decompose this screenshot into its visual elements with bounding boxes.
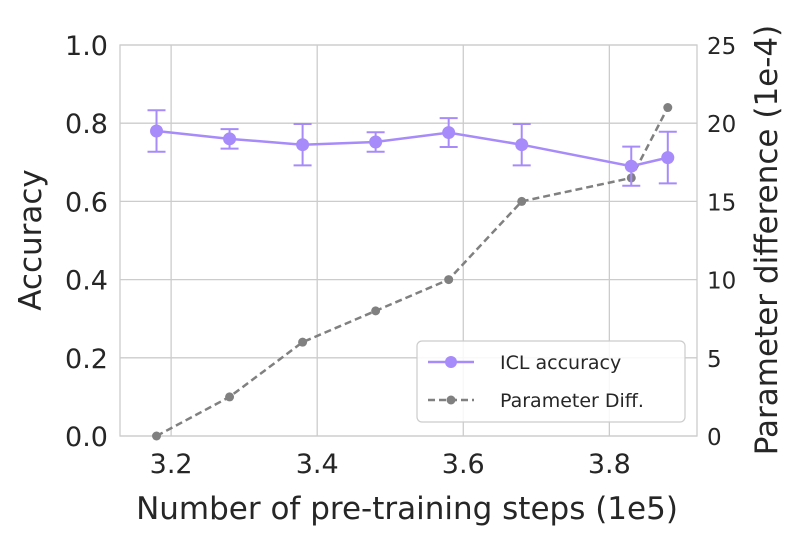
icl-accuracy-point (624, 159, 638, 173)
x-tick-label: 3.2 (150, 449, 193, 480)
icl-accuracy-point (296, 138, 310, 152)
parameter-diff-point (298, 337, 308, 347)
parameter-diff-point (444, 275, 454, 285)
right-y-tick-label: 5 (707, 347, 722, 373)
icl-accuracy-point (150, 124, 164, 138)
left-y-tick-label: 0.4 (65, 266, 108, 297)
left-y-tick-label: 0.2 (65, 344, 108, 375)
parameter-diff-point (371, 306, 381, 316)
x-tick-label: 3.4 (296, 449, 339, 480)
parameter-diff-point (152, 431, 162, 441)
parameter-diff-point (517, 196, 527, 206)
left-y-axis-label: Accuracy (13, 169, 49, 311)
right-y-tick-label: 25 (707, 34, 736, 60)
left-y-tick-label: 0.0 (65, 422, 108, 453)
icl-accuracy-point (661, 151, 675, 165)
right-y-tick-label: 0 (707, 425, 722, 451)
legend-box (416, 340, 686, 423)
icl-accuracy-line (156, 129, 669, 168)
x-tick-label: 3.8 (588, 449, 631, 480)
plot-frame (119, 44, 698, 437)
left-y-tick-label: 1.0 (65, 31, 108, 62)
legend-label-parameter-diff: Parameter Diff. (500, 390, 644, 412)
icl-accuracy-point (515, 138, 529, 152)
x-tick-label: 3.6 (442, 449, 485, 480)
parameter-diff-point (225, 392, 235, 402)
parameter-diff-line (155, 106, 669, 438)
x-axis-label: Number of pre-training steps (1e5) (136, 491, 678, 527)
left-y-tick-label: 0.6 (65, 187, 108, 218)
left-y-tick-label: 0.8 (65, 109, 108, 140)
right-y-tick-label: 10 (707, 269, 736, 295)
series-layer (147, 103, 677, 441)
legend-label-icl-accuracy: ICL accuracy (500, 352, 621, 374)
legend: ICL accuracy Parameter Diff. (416, 340, 686, 423)
right-y-tick-label: 15 (707, 190, 736, 216)
tick-labels: 3.2 3.4 3.6 3.8 0.0 0.2 0.4 0.6 0.8 1.0 0 5 10 15 20 25 (65, 31, 736, 480)
right-y-tick-label: 20 (707, 112, 736, 138)
legend-marker-icl-accuracy (445, 356, 457, 368)
legend-marker-parameter-diff (446, 395, 456, 405)
icl-accuracy-point (369, 135, 383, 149)
icl-accuracy-point (442, 126, 456, 140)
right-y-axis-label: Parameter difference (1e-4) (749, 25, 785, 456)
parameter-diff-point (663, 103, 673, 113)
icl-accuracy-point (223, 132, 237, 146)
